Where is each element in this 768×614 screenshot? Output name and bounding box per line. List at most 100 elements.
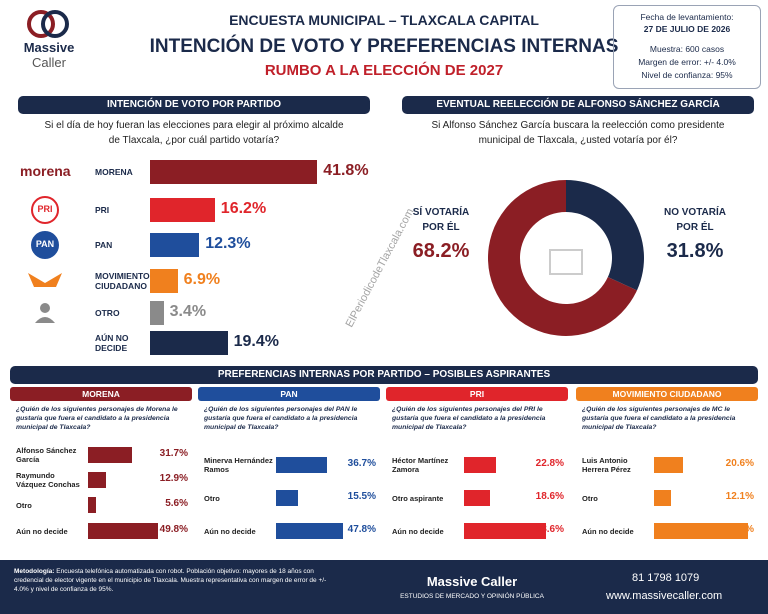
party-logo-shape (31, 196, 59, 224)
methodology-text: Encuesta telefónica automatizada con rob… (14, 568, 327, 593)
category-label: SÍ VOTARÍA POR ÉL (412, 207, 470, 233)
category-label: Héctor Martínez Zamora (392, 456, 449, 474)
panel-title: MORENA (10, 387, 192, 401)
value-label: 16.2% (220, 200, 267, 217)
question: ¿Quién de los siguientes personajes de M… (582, 406, 736, 431)
party-logo: PRI (37, 204, 53, 214)
info-date-label: Fecha de levantamiento: (640, 12, 734, 22)
title: ENCUESTA MUNICIPAL – TLAXCALA CAPITAL (229, 12, 539, 28)
bar (276, 490, 298, 506)
category-label: Alfonso Sánchez García (16, 446, 77, 464)
value-label: 12.1% (725, 491, 754, 502)
category-label: MORENA (95, 167, 133, 177)
bar (150, 198, 215, 222)
value-label: 6.9% (183, 271, 221, 288)
category-label: NO VOTARÍA POR ÉL (663, 207, 727, 233)
info-confidence: Nivel de confianza: 95% (641, 70, 733, 80)
category-label: PRI (95, 205, 110, 215)
bar (150, 331, 228, 355)
bar (654, 523, 749, 539)
section-title: PREFERENCIAS INTERNAS POR PARTIDO – POSI… (10, 366, 758, 384)
value-label: 58.6% (535, 524, 564, 535)
bar (150, 301, 164, 325)
category-label: Raymundo Vázquez Conchas (16, 471, 80, 489)
category-label: Aún no decide (392, 526, 444, 536)
other-icon (40, 303, 50, 313)
panel-title: INTENCIÓN DE VOTO POR PARTIDO (18, 96, 370, 114)
value-label: 12.3% (205, 235, 251, 252)
panel-title: EVENTUAL REELECCIÓN DE ALFONSO SÁNCHEZ G… (402, 96, 754, 114)
footer-brand: Massive Caller (426, 574, 518, 589)
bar (88, 472, 107, 488)
value-label: 5.6% (165, 498, 188, 509)
bar (88, 523, 158, 539)
value-label: 67.3% (725, 524, 754, 535)
ballot-icon (549, 249, 583, 275)
bar (276, 457, 328, 473)
panel-title: PRI (386, 387, 568, 401)
value-label: 31.8% (666, 240, 724, 262)
info-date: 27 DE JULIO DE 2026 (643, 24, 731, 34)
footer-tagline: ESTUDIOS DE MERCADO Y OPINIÓN PÚBLICA (400, 593, 544, 600)
category-label: Otro (16, 500, 32, 510)
category-label: Luis Antonio Herrera Pérez (582, 456, 631, 474)
value-label: 20.6% (725, 458, 754, 469)
panel-title: MOVIMIENTO CIUDADANO (576, 387, 758, 401)
logo-icon (27, 10, 69, 38)
category-label: AÚN NO DECIDE (95, 333, 129, 353)
value-label: 31.7% (159, 448, 188, 459)
category-label: Aún no decide (582, 526, 634, 536)
bar (88, 497, 96, 513)
other-icon (35, 317, 55, 323)
bar (654, 457, 683, 473)
bar (464, 490, 491, 506)
category-label: Otro aspirante (392, 493, 444, 503)
category-label: Minerva Hernández Ramos (204, 456, 273, 474)
value-label: 49.8% (159, 524, 188, 535)
category-label: Otro (582, 493, 598, 503)
value-label: 22.8% (535, 458, 564, 469)
value-label: 36.7% (347, 458, 376, 469)
bar (654, 490, 671, 506)
info-margin: Margen de error: +/- 4.0% (638, 57, 736, 67)
logo-top: Massive (23, 40, 75, 55)
value-label: 47.8% (347, 524, 376, 535)
value-label: 19.4% (233, 333, 279, 350)
bar (464, 457, 496, 473)
footer-website[interactable]: www.massivecaller.com (606, 590, 723, 602)
mc-icon (28, 273, 62, 287)
donut-slice (487, 180, 637, 336)
question: ¿Quién de los siguientes personajes del … (392, 406, 546, 431)
footer-phone: 81 1798 1079 (632, 572, 700, 584)
category-label: Aún no decide (204, 526, 256, 536)
question: ¿Quién de los siguientes personajes del … (204, 406, 358, 431)
party-logo-shape (31, 231, 59, 259)
category-label: Aún no decide (16, 526, 68, 536)
panel-title: PAN (198, 387, 380, 401)
value-label: 68.2% (412, 240, 470, 262)
info-sample: Muestra: 600 casos (649, 44, 725, 54)
party-logo: morena (20, 163, 71, 179)
category-label: PAN (95, 240, 113, 250)
value-label: 18.6% (535, 491, 564, 502)
info-box: Fecha de levantamiento: 27 DE JULIO DE 2… (613, 5, 761, 89)
question: ¿Quién de los siguientes personajes de M… (16, 406, 178, 431)
category-label: OTRO (95, 308, 120, 318)
bar (150, 233, 200, 257)
category-label: MOVIMIENTO CIUDADANO (95, 271, 150, 291)
value-label: 3.4% (169, 303, 207, 320)
bar (276, 523, 343, 539)
subtitle2: RUMBO A LA ELECCIÓN DE 2027 (264, 62, 504, 79)
question: Si Alfonso Sánchez García buscara la ree… (431, 120, 725, 146)
bar (88, 447, 133, 463)
value-label: 41.8% (323, 162, 369, 179)
bar (464, 523, 547, 539)
footer-band (0, 560, 768, 614)
category-label: Otro (204, 493, 220, 503)
value-label: 12.9% (159, 473, 188, 484)
bar (150, 160, 318, 184)
donut-slice (566, 180, 645, 291)
bar (150, 269, 178, 293)
logo-bottom: Caller (32, 55, 66, 70)
